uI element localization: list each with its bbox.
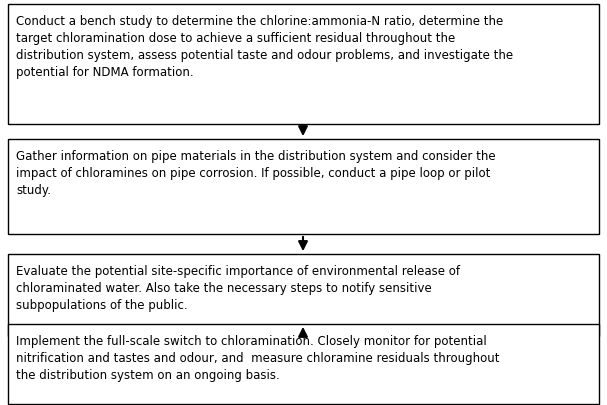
Text: Evaluate the potential site-specific importance of environmental release of
chlo: Evaluate the potential site-specific imp… <box>16 264 460 311</box>
Text: Conduct a bench study to determine the chlorine:ammonia-N ratio, determine the
t: Conduct a bench study to determine the c… <box>16 15 513 79</box>
Bar <box>8 5 599 125</box>
Bar <box>8 254 599 336</box>
Bar <box>8 324 599 404</box>
Text: Gather information on pipe materials in the distribution system and consider the: Gather information on pipe materials in … <box>16 149 496 196</box>
Bar <box>8 140 599 234</box>
Text: Implement the full-scale switch to chloramination. Closely monitor for potential: Implement the full-scale switch to chlor… <box>16 334 500 381</box>
